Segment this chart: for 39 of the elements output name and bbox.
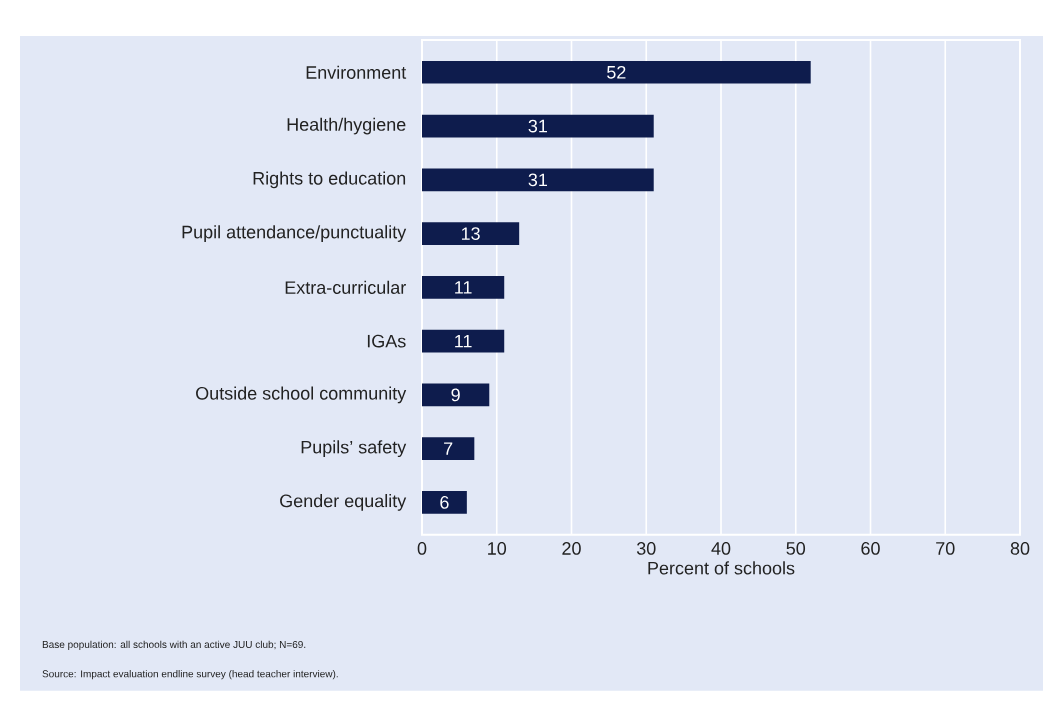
data-label: 13 [461, 227, 480, 240]
y-tick-label: IGAs [367, 334, 406, 348]
y-tick-label: Pupils’ safety [301, 440, 407, 458]
y-tick-label: Pupil attendance/punctuality [182, 225, 407, 242]
bar [422, 383, 490, 407]
bar [422, 491, 467, 514]
x-tick-label: 40 [711, 542, 731, 555]
data-label: 7 [444, 442, 453, 455]
data-label: 31 [528, 173, 547, 187]
x-tick-label: 30 [636, 542, 656, 555]
x-tick-label: 60 [861, 542, 880, 555]
source-note: Source: Impact evaluation endline survey (head teacher interview). [42, 670, 338, 680]
x-axis-title: Percent of schools [648, 561, 795, 575]
data-label: 9 [451, 388, 460, 402]
bar [422, 114, 654, 138]
data-label: 11 [455, 334, 472, 348]
y-tick-label: Extra-curricular [285, 280, 406, 294]
data-label: 11 [455, 281, 472, 294]
x-tick-label: 0 [417, 542, 427, 555]
y-tick-label: Rights to education [253, 171, 406, 189]
x-tick-label: 20 [562, 542, 581, 555]
y-tick-label: Environment [306, 65, 407, 79]
data-label: 31 [528, 119, 547, 133]
bar [422, 168, 654, 192]
y-tick-label: Health/hygiene [287, 117, 406, 135]
y-tick-label: Outside school community [196, 386, 407, 404]
bar [422, 437, 475, 460]
x-tick-label: 70 [936, 542, 955, 555]
x-tick-label: 80 [1010, 542, 1030, 555]
bar [422, 60, 811, 84]
data-label: 6 [440, 496, 449, 509]
bar [422, 329, 505, 353]
x-tick-label: 10 [488, 542, 507, 555]
bar [422, 222, 520, 245]
y-tick-label: Gender equality [280, 494, 407, 511]
text: Base population: all schools with an active JUU club; N=69. [42, 640, 306, 650]
bar [422, 276, 505, 299]
data-label: 52 [607, 65, 626, 79]
x-tick-label: 50 [786, 542, 806, 555]
